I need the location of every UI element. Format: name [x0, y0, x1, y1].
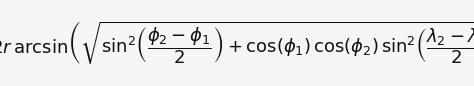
Text: $d = 2r\,\arcsin\!\left(\sqrt{\sin^2\!\left(\dfrac{\phi_2 - \phi_1}{2}\right) + : $d = 2r\,\arcsin\!\left(\sqrt{\sin^2\!\l…	[0, 20, 474, 66]
